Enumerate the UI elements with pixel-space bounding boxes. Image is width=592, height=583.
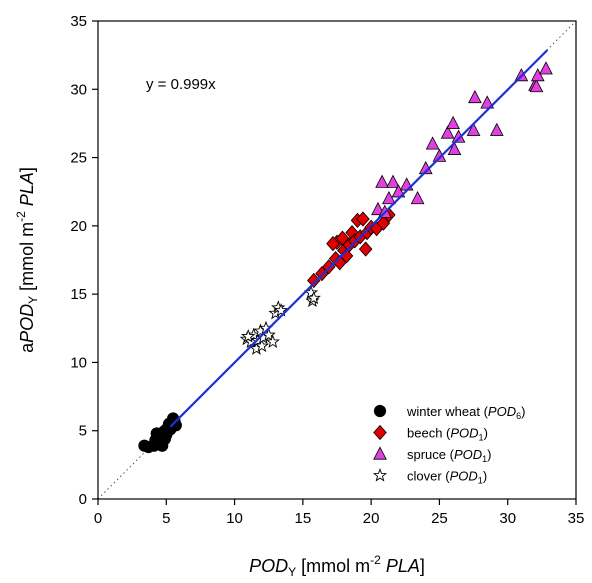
x-tick-label: 5 <box>162 510 170 527</box>
legend-marker-star <box>372 468 388 482</box>
data-point <box>375 174 389 188</box>
data-point <box>306 290 321 305</box>
data-point <box>169 419 182 432</box>
data-point <box>447 141 462 155</box>
legend-marker-circle <box>373 404 387 418</box>
legend-label: clover (POD1) <box>407 469 487 486</box>
x-tick-label: 15 <box>295 510 312 527</box>
data-point <box>529 78 544 93</box>
y-tick-label: 35 <box>70 13 87 30</box>
data-point <box>326 236 340 252</box>
y-tick-label: 10 <box>70 354 87 371</box>
data-point <box>265 334 280 349</box>
data-point <box>391 184 406 198</box>
data-point <box>530 68 545 82</box>
y-tick-label: 30 <box>70 81 87 98</box>
axis-titles: PODY [mmol m-2 PLA] aPODY [mmol m-2 PLA] <box>14 167 425 579</box>
x-tick-label: 25 <box>431 510 448 527</box>
data-point <box>451 129 466 143</box>
y-tick-label: 25 <box>70 150 87 167</box>
x-tick-label: 10 <box>226 510 243 527</box>
legend-item: winter wheat (POD6) <box>373 404 525 421</box>
data-point <box>382 190 396 205</box>
data-point <box>489 122 504 136</box>
axes: 0 5 10 15 20 25 30 35 0 5 10 15 20 25 30 35 <box>70 13 584 527</box>
y-tick-label: 0 <box>79 491 87 508</box>
data-point <box>254 338 270 353</box>
x-tick-label: 0 <box>94 510 102 527</box>
plot-frame <box>97 20 577 500</box>
x-tick-label: 30 <box>499 510 516 527</box>
data-point <box>425 136 440 150</box>
data-point <box>440 125 455 139</box>
data-point <box>432 148 447 162</box>
legend-marker-diamond <box>373 424 387 441</box>
legend-label: beech (POD1) <box>407 426 488 443</box>
data-point <box>539 61 553 75</box>
data-point <box>151 438 165 451</box>
series-triangle <box>371 61 553 218</box>
data-point <box>273 303 289 317</box>
data-point <box>158 424 172 437</box>
data-point <box>358 241 373 257</box>
legend: winter wheat (POD6) beech (POD1) spruce (P… <box>372 404 525 486</box>
legend-item: beech (POD1) <box>373 424 488 443</box>
data-point <box>356 211 370 227</box>
y-tick-label: 5 <box>79 423 87 440</box>
y-tick-label: 20 <box>70 218 87 235</box>
data-point <box>468 89 482 104</box>
data-point <box>446 115 460 130</box>
plot-area <box>97 20 577 500</box>
y-axis-title: aPODY [mmol m-2 PLA] <box>14 167 40 353</box>
data-point <box>399 177 414 191</box>
legend-label: spruce (POD1) <box>407 447 492 464</box>
series-circle <box>138 412 182 454</box>
legend-label: winter wheat (POD6) <box>406 404 525 421</box>
regression-line <box>169 49 549 428</box>
data-point <box>371 201 385 216</box>
data-point <box>410 190 425 205</box>
x-axis-title: PODY [mmol m-2 PLA] <box>249 553 425 579</box>
regression-equation: y = 0.999x <box>146 76 216 93</box>
y-tick-label: 15 <box>70 286 87 303</box>
data-point <box>480 95 495 109</box>
data-point <box>241 328 256 343</box>
data-point <box>466 122 481 136</box>
legend-item: clover (POD1) <box>372 468 487 486</box>
legend-marker-triangle <box>373 446 387 460</box>
legend-item: spruce (POD1) <box>373 446 492 464</box>
data-point <box>386 174 400 188</box>
x-tick-label: 35 <box>568 510 585 527</box>
x-tick-label: 20 <box>363 510 380 527</box>
